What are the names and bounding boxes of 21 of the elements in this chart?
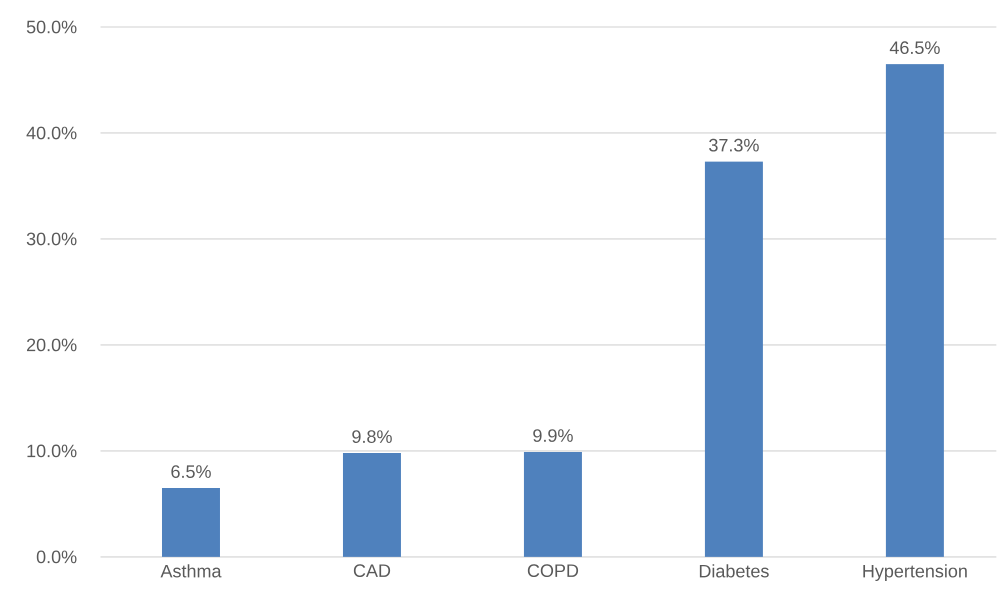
y-tick-label: 0.0% — [36, 550, 76, 564]
bar — [162, 488, 220, 557]
data-label: 46.5% — [890, 41, 940, 54]
y-tick-label: 10.0% — [27, 444, 76, 458]
x-tick-label: COPD — [528, 564, 578, 578]
data-label: 9.9% — [533, 429, 573, 442]
bar — [886, 64, 944, 557]
bar — [704, 162, 763, 557]
y-tick-label: 40.0% — [26, 126, 76, 140]
data-label: 9.8% — [352, 430, 392, 444]
y-tick-label: 30.0% — [26, 232, 76, 246]
y-tick-label: 50.0% — [26, 20, 76, 34]
y-tick-label: 20.0% — [26, 338, 76, 352]
data-label: 37.3% — [709, 138, 759, 152]
x-tick-label: CAD — [354, 564, 390, 578]
data-label: 6.5% — [171, 465, 211, 478]
x-tick-label: Asthma — [160, 564, 222, 578]
bar — [524, 452, 582, 557]
bar — [342, 453, 401, 557]
x-tick-label: Diabetes — [700, 564, 769, 578]
x-tick-label: Hypertension — [863, 564, 967, 582]
